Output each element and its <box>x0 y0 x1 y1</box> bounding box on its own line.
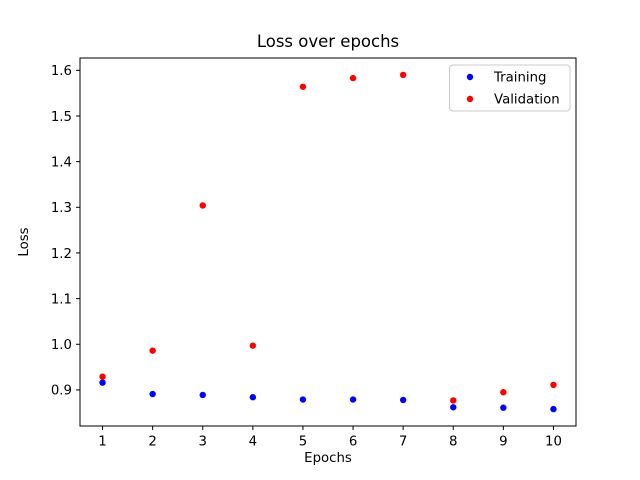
y-tick-label: 1.3 <box>51 201 72 216</box>
validation-point <box>299 83 307 90</box>
validation-point <box>500 389 507 396</box>
validation-point <box>450 397 457 404</box>
x-tick-label: 4 <box>249 435 257 450</box>
training-point <box>349 396 357 403</box>
training-point <box>399 396 407 404</box>
plot-area-border <box>79 57 577 427</box>
validation-point <box>99 373 106 380</box>
training-legend-marker-icon <box>466 73 474 81</box>
y-tick-label: 0.9 <box>51 384 72 399</box>
validation-point <box>249 342 257 349</box>
y-tick-label: 1.0 <box>51 338 72 353</box>
x-tick-label: 3 <box>199 435 207 450</box>
x-tick-label: 5 <box>299 435 307 450</box>
training-point <box>450 404 457 411</box>
validation-point <box>399 71 407 79</box>
x-tick-label: 9 <box>499 435 507 450</box>
training-point <box>199 391 206 399</box>
legend-label-validation: Validation <box>494 93 560 108</box>
training-point <box>149 390 156 398</box>
y-axis-label: Loss <box>17 227 32 256</box>
y-tick-label: 1.5 <box>51 110 72 125</box>
training-point <box>99 379 106 386</box>
validation-point <box>349 74 357 82</box>
validation-point <box>149 347 156 354</box>
x-tick-label: 6 <box>349 435 357 450</box>
x-tick-label: 7 <box>399 435 407 450</box>
legend-box <box>449 64 571 112</box>
y-tick-label: 1.6 <box>51 64 72 79</box>
y-tick-label: 1.2 <box>51 247 72 262</box>
training-point <box>550 405 557 413</box>
validation-legend-marker-icon <box>466 95 474 103</box>
x-tick-label: 8 <box>449 435 457 450</box>
x-axis: 1 2 3 4 5 6 7 8 9 10 <box>98 426 562 450</box>
validation-point <box>199 202 206 209</box>
validation-point <box>550 381 557 389</box>
x-tick-label: 10 <box>545 435 562 450</box>
training-point <box>299 396 307 403</box>
training-point <box>500 404 507 411</box>
y-tick-label: 1.4 <box>51 155 72 170</box>
y-tick-label: 1.1 <box>51 292 72 307</box>
x-tick-label: 2 <box>148 435 156 450</box>
y-axis: 0.9 1.0 1.1 1.2 1.3 1.4 1.5 1.6 <box>51 64 80 399</box>
scatter-points <box>99 71 557 413</box>
x-axis-label: Epochs <box>304 451 352 466</box>
legend-label-training: Training <box>493 71 546 86</box>
x-tick-label: 1 <box>98 435 106 450</box>
chart-title: Loss over epochs <box>257 32 399 51</box>
training-point <box>249 394 257 401</box>
legend: Training Validation <box>449 64 571 112</box>
